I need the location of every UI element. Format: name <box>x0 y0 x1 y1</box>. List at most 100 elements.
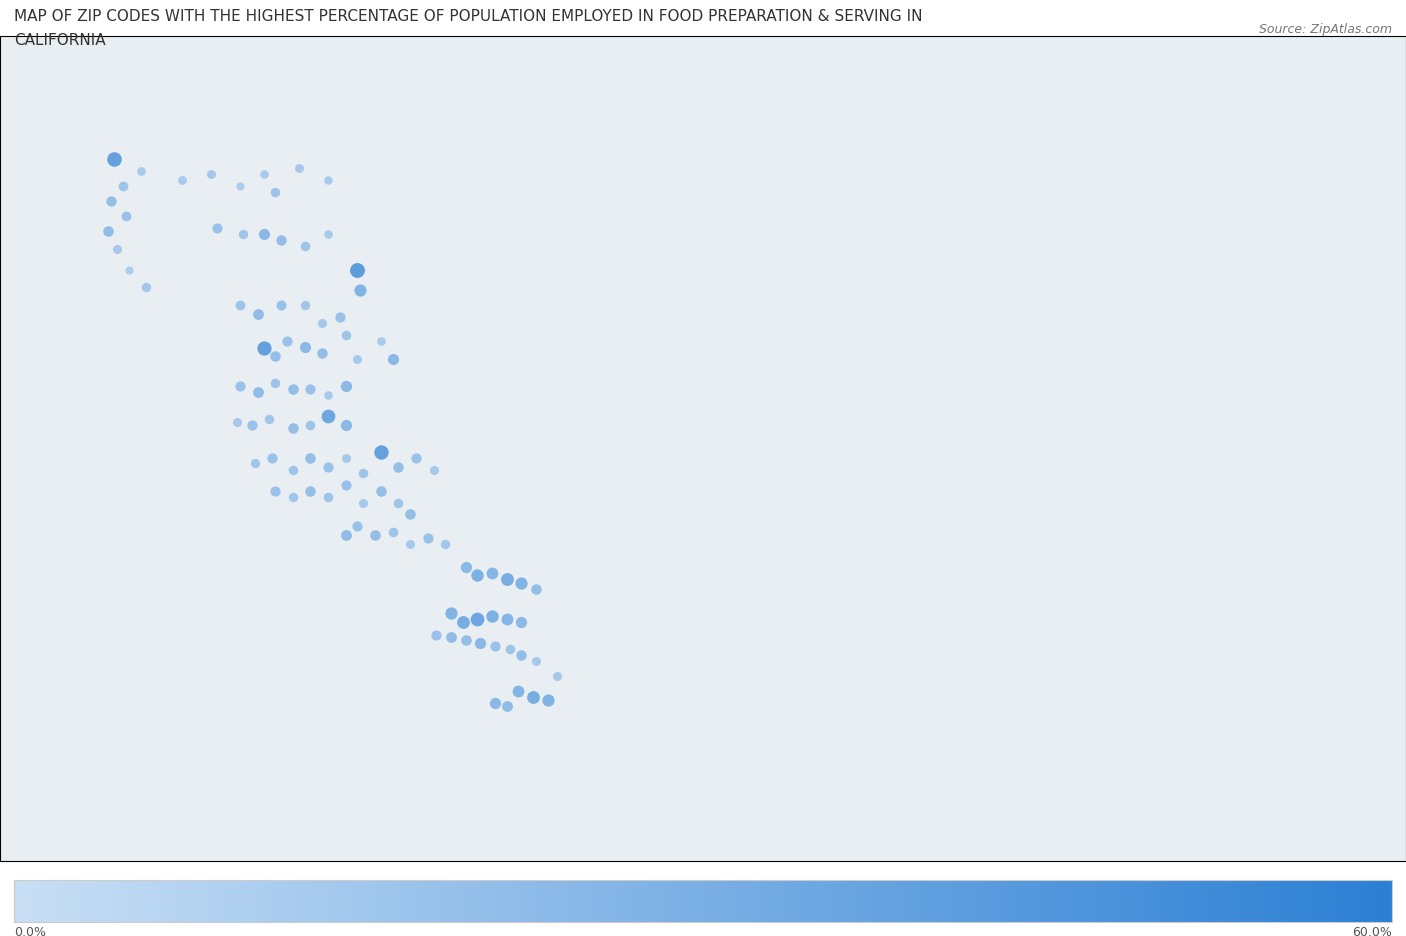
Point <box>276 334 298 349</box>
Point <box>264 484 287 499</box>
Point <box>205 221 228 236</box>
Point <box>299 382 322 397</box>
Point <box>100 194 122 209</box>
Point <box>346 263 368 278</box>
Point <box>499 642 522 657</box>
Point <box>262 451 284 466</box>
Point <box>264 349 287 364</box>
Point <box>467 568 489 583</box>
Point <box>294 341 316 356</box>
Point <box>467 612 489 627</box>
Point <box>129 164 152 179</box>
Point <box>316 388 339 403</box>
Point <box>118 263 141 278</box>
Point <box>370 334 392 349</box>
Point <box>495 698 517 713</box>
Point <box>405 451 427 466</box>
Point <box>299 484 322 499</box>
Point <box>399 507 422 522</box>
Point <box>440 630 463 645</box>
Point <box>481 609 503 624</box>
Point <box>508 683 530 698</box>
Point <box>454 560 477 575</box>
Point <box>422 462 444 477</box>
Point <box>264 185 287 200</box>
Point <box>510 615 533 630</box>
Point <box>470 636 492 651</box>
Point <box>264 376 287 391</box>
Point <box>495 612 517 627</box>
Point <box>416 532 439 547</box>
Point <box>253 168 276 183</box>
Point <box>484 638 506 653</box>
Point <box>281 421 304 436</box>
Point <box>352 495 374 510</box>
Point <box>524 582 547 597</box>
Point <box>299 451 322 466</box>
Point <box>346 352 368 367</box>
Point <box>434 537 457 552</box>
Point <box>364 528 387 543</box>
Point <box>253 227 276 241</box>
Point <box>495 572 517 587</box>
Point <box>316 490 339 505</box>
Point <box>270 299 292 314</box>
Point <box>481 566 503 581</box>
Point <box>370 445 392 460</box>
Text: CALIFORNIA: CALIFORNIA <box>14 33 105 48</box>
Point <box>200 168 222 183</box>
Point <box>370 484 392 499</box>
Point <box>335 528 357 543</box>
Point <box>299 417 322 432</box>
Point <box>329 311 352 326</box>
Point <box>454 633 477 648</box>
Text: MAP OF ZIP CODES WITH THE HIGHEST PERCENTAGE OF POPULATION EMPLOYED IN FOOD PREP: MAP OF ZIP CODES WITH THE HIGHEST PERCEN… <box>14 9 922 24</box>
Text: 60.0%: 60.0% <box>1353 925 1392 936</box>
Point <box>105 241 128 256</box>
Point <box>232 227 254 241</box>
Point <box>170 173 193 188</box>
Point <box>115 209 138 224</box>
Point <box>451 615 474 630</box>
Point <box>352 466 374 481</box>
Point <box>243 456 266 471</box>
Point <box>226 415 249 430</box>
Point <box>294 239 316 254</box>
Point <box>387 495 409 510</box>
Point <box>270 233 292 248</box>
Point <box>112 179 135 194</box>
Point <box>335 379 357 394</box>
Point <box>537 693 560 708</box>
Point <box>281 382 304 397</box>
Point <box>349 284 371 299</box>
Point <box>246 308 269 323</box>
Point <box>346 519 368 534</box>
Point <box>522 690 544 705</box>
Text: 0.0%: 0.0% <box>14 925 46 936</box>
Point <box>229 379 252 394</box>
Point <box>425 628 447 643</box>
Point <box>240 417 263 432</box>
Point <box>229 179 252 194</box>
Point <box>524 653 547 668</box>
Point <box>229 299 252 314</box>
Point <box>103 153 125 168</box>
Point <box>281 462 304 477</box>
Point <box>546 668 568 683</box>
Point <box>135 281 157 296</box>
Point <box>294 299 316 314</box>
Point <box>311 316 333 331</box>
Point <box>381 525 404 540</box>
Point <box>253 342 276 357</box>
Point <box>316 409 339 424</box>
Point <box>316 173 339 188</box>
Point <box>484 695 506 710</box>
Text: Source: ZipAtlas.com: Source: ZipAtlas.com <box>1258 23 1392 37</box>
Point <box>246 385 269 400</box>
Point <box>316 460 339 475</box>
Point <box>440 606 463 621</box>
Point <box>335 477 357 492</box>
Point <box>399 537 422 552</box>
Point <box>259 412 281 427</box>
Point <box>281 490 304 505</box>
